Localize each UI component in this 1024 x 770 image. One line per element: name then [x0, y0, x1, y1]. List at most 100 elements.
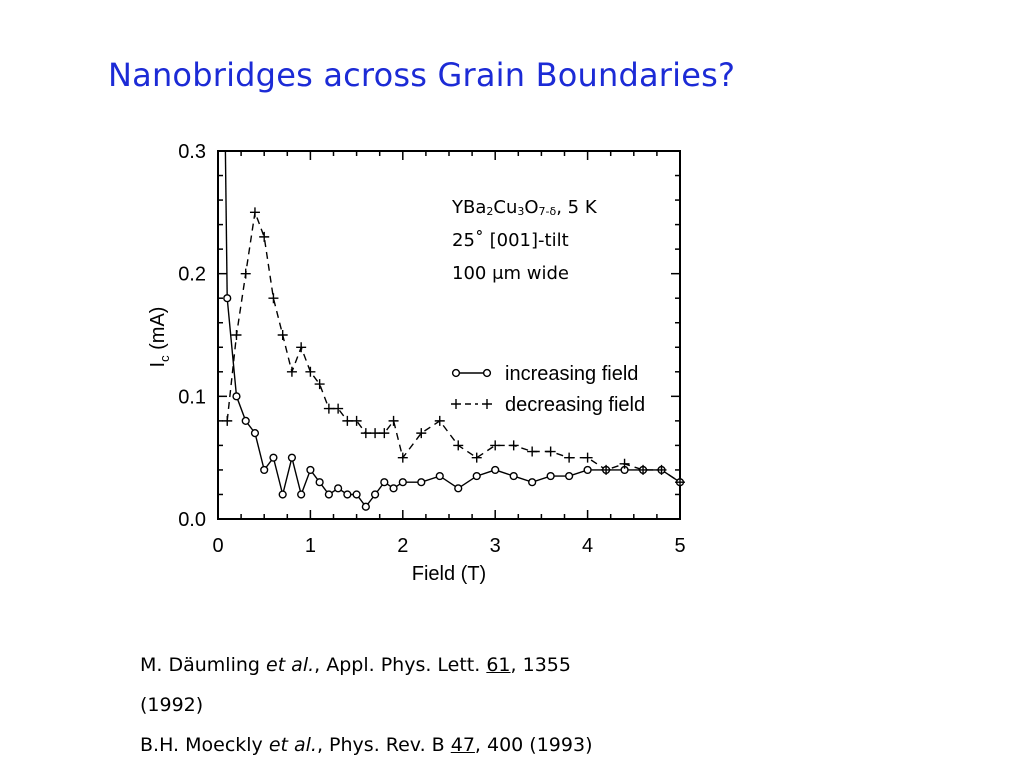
ref-etal: et al.	[268, 734, 317, 756]
ref-journal: , Appl. Phys. Lett.	[314, 654, 487, 676]
increasing-field-point	[306, 465, 315, 475]
ref-volume: 47	[450, 734, 475, 756]
increasing-field-point	[398, 478, 407, 487]
x-tick-label: 3	[490, 535, 501, 557]
increasing-field-point	[435, 471, 444, 481]
axis-tick-labels: 0 1 2 3 4 5 0.0 0.1 0.2 0.3	[178, 141, 685, 557]
legend-marker-circle	[482, 368, 492, 378]
decreasing-field-point	[323, 403, 334, 414]
decreasing-field-point	[638, 464, 649, 475]
increasing-field-point	[352, 490, 361, 499]
increasing-field-point	[297, 490, 306, 499]
decreasing-field-point	[582, 452, 593, 463]
annotation-text: Cu	[493, 197, 518, 218]
ref-authors: B.H. Moeckly	[140, 734, 269, 756]
decreasing-field-point	[508, 440, 519, 451]
decreasing-field-point	[564, 452, 575, 463]
increasing-field-point	[509, 471, 518, 481]
increasing-field-point	[269, 453, 278, 462]
reference-1-year: (1992)	[140, 690, 592, 730]
increasing-field-point	[250, 429, 260, 438]
increasing-field-point	[315, 478, 324, 487]
y-axis-label-unit: (mA)	[147, 307, 169, 356]
ref-volume: 61	[486, 654, 511, 676]
decreasing-field-point	[545, 446, 556, 457]
decreasing-field-point	[268, 293, 279, 304]
annotation-text: O	[524, 197, 539, 218]
decreasing-field-point	[388, 415, 399, 426]
decreasing-field-point	[259, 231, 270, 242]
y-axis-label: Ic (mA)	[147, 307, 172, 368]
decreasing-field-point	[453, 440, 464, 451]
increasing-field-point	[278, 490, 287, 499]
legend-marker-plus	[482, 399, 492, 409]
y-tick-label: 0.0	[178, 509, 206, 531]
decreasing-field-point	[231, 330, 242, 340]
annotation-subscript: 7-δ	[538, 205, 557, 218]
series-markers	[222, 207, 685, 511]
increasing-field-point	[454, 484, 463, 493]
decreasing-field-point	[342, 415, 353, 426]
increasing-field-point	[528, 478, 537, 487]
decreasing-field-point	[286, 366, 297, 377]
increasing-field-point	[361, 502, 370, 511]
ref-pages: , 1355	[510, 654, 571, 676]
x-tick-label: 4	[582, 535, 593, 557]
decreasing-field-point	[249, 207, 260, 218]
increasing-field-point	[260, 465, 269, 475]
x-tick-label: 0	[212, 535, 223, 557]
legend-label-increasing: increasing field	[505, 363, 638, 385]
decreasing-field-point	[296, 342, 307, 353]
decreasing-field-point	[379, 428, 390, 439]
increasing-field-point	[417, 478, 426, 487]
legend-marker-circle	[451, 368, 461, 378]
annotation-subscript: 2	[486, 205, 494, 218]
axis-ticks	[217, 150, 681, 520]
series-spike-line	[224, 150, 228, 299]
legend: increasing field decreasing field	[451, 363, 645, 416]
decreasing-field-point	[333, 403, 344, 414]
increasing-field-point	[565, 471, 574, 481]
decreasing-field-point	[360, 428, 371, 439]
y-axis-label-main: I	[147, 362, 169, 368]
ref-pages: , 400 (1993)	[474, 734, 593, 756]
decreasing-field-point	[397, 452, 408, 463]
ref-etal: et al.	[266, 654, 315, 676]
ref-year: (1992)	[140, 694, 204, 716]
y-tick-label: 0.3	[178, 141, 206, 163]
ref-journal: , Phys. Rev. B	[316, 734, 451, 756]
decreasing-field-point	[527, 446, 538, 457]
x-axis-label: Field (T)	[412, 563, 486, 585]
y-axis-label-sub: c	[157, 355, 172, 362]
annotation-line-3: 100 μm wide	[452, 263, 570, 284]
decreasing-field-point	[305, 366, 316, 377]
increasing-field-point	[583, 465, 592, 475]
x-tick-label: 5	[674, 535, 685, 557]
annotation-text: YBa	[452, 197, 487, 218]
decreasing-field-point	[277, 330, 288, 340]
decreasing-field-point	[490, 440, 501, 451]
decreasing-field-point	[434, 415, 445, 426]
increasing-field-point	[287, 453, 297, 462]
legend-entry-decreasing: decreasing field	[451, 394, 645, 416]
increasing-field-point	[472, 471, 481, 481]
increasing-field-point	[334, 484, 343, 493]
x-tick-label: 1	[305, 535, 316, 557]
x-tick-label: 2	[397, 535, 408, 557]
legend-label-decreasing: decreasing field	[505, 394, 645, 416]
annotation-line-1: YBa2Cu3O7-δ, 5 K	[452, 197, 597, 218]
y-tick-label: 0.1	[178, 386, 206, 408]
increasing-field-point	[546, 471, 555, 481]
annotation-text: , 5 K	[556, 197, 597, 218]
decreasing-field-point	[675, 477, 685, 488]
ref-authors: M. Däumling	[140, 654, 266, 676]
decreasing-field-point	[222, 415, 233, 426]
reference-2: B.H. Moeckly et al., Phys. Rev. B 47, 40…	[140, 730, 592, 770]
decreasing-field-point	[471, 452, 482, 463]
decreasing-field-point	[619, 458, 630, 469]
increasing-field-point	[370, 490, 380, 499]
increasing-field-point	[223, 294, 232, 303]
decreasing-field-point	[656, 464, 667, 475]
legend-entry-increasing: increasing field	[451, 363, 638, 385]
